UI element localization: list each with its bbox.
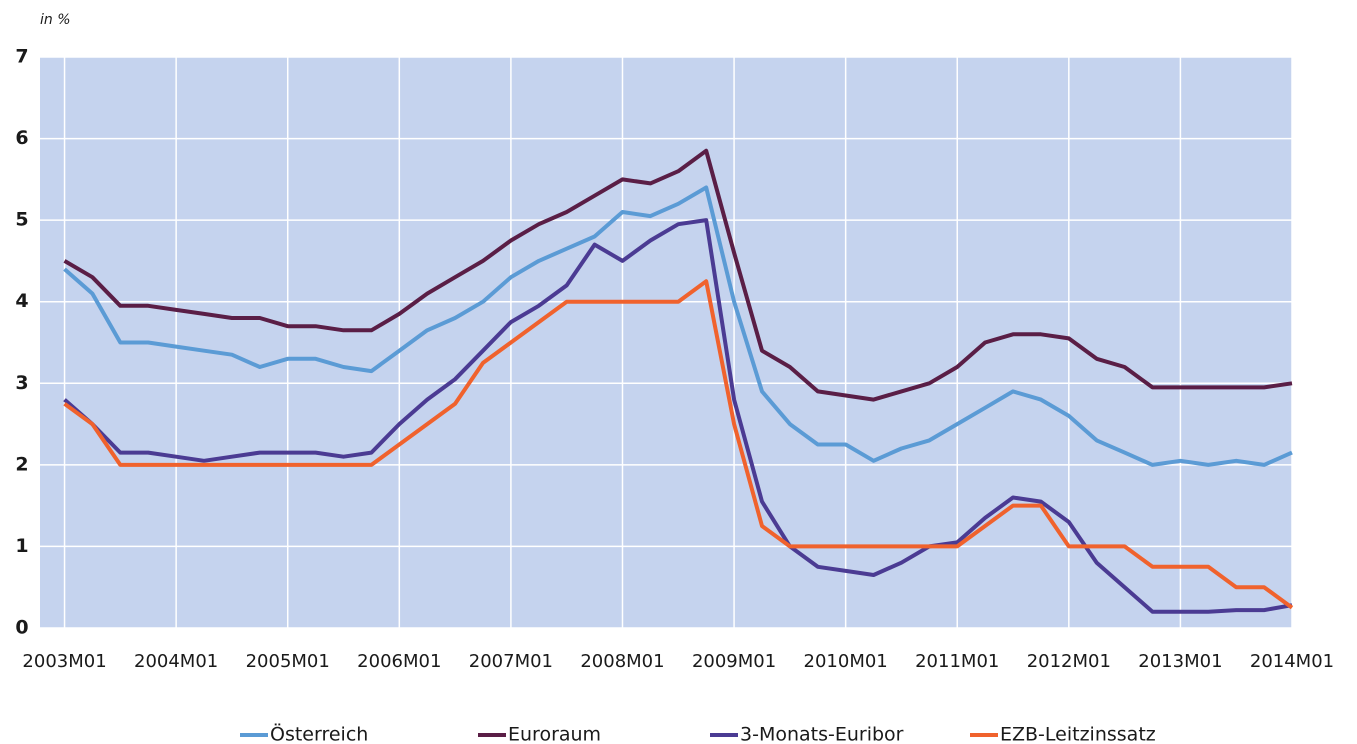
- series-line: [63, 218, 1293, 614]
- x-tick-label: 2004M01: [134, 651, 218, 672]
- y-tick-label: 5: [15, 209, 28, 231]
- y-tick-label: 7: [15, 46, 28, 68]
- x-tick-label: 2012M01: [1027, 651, 1111, 672]
- legend-label: 3-Monats-Euribor: [740, 724, 904, 744]
- y-tick-label: 3: [15, 372, 28, 394]
- x-tick-label: 2003M01: [22, 651, 106, 672]
- x-tick-label: 2006M01: [357, 651, 441, 672]
- x-tick-label: 2005M01: [246, 651, 330, 672]
- legend-label: Euroraum: [508, 724, 601, 744]
- y-tick-label: 0: [15, 617, 28, 639]
- y-tick-label: 1: [15, 535, 28, 557]
- plot-area: [40, 57, 1292, 628]
- x-tick-label: 2008M01: [580, 651, 664, 672]
- x-tick-label: 2010M01: [804, 651, 888, 672]
- x-tick-label: 2013M01: [1138, 651, 1222, 672]
- series-line: [63, 185, 1293, 467]
- series-line: [63, 279, 1294, 610]
- y-tick-label: 2: [15, 453, 28, 475]
- legend-label: EZB-Leitzinssatz: [1000, 724, 1156, 744]
- series-line: [63, 148, 1293, 402]
- x-tick-label: 2011M01: [915, 651, 999, 672]
- x-tick-label: 2007M01: [469, 651, 553, 672]
- y-tick-label: 4: [15, 290, 28, 312]
- x-tick-label: 2014M01: [1250, 651, 1334, 672]
- legend-label: Österreich: [270, 723, 368, 744]
- x-tick-label: 2009M01: [692, 651, 776, 672]
- y-tick-label: 6: [15, 127, 28, 149]
- y-axis-label: in %: [40, 12, 71, 28]
